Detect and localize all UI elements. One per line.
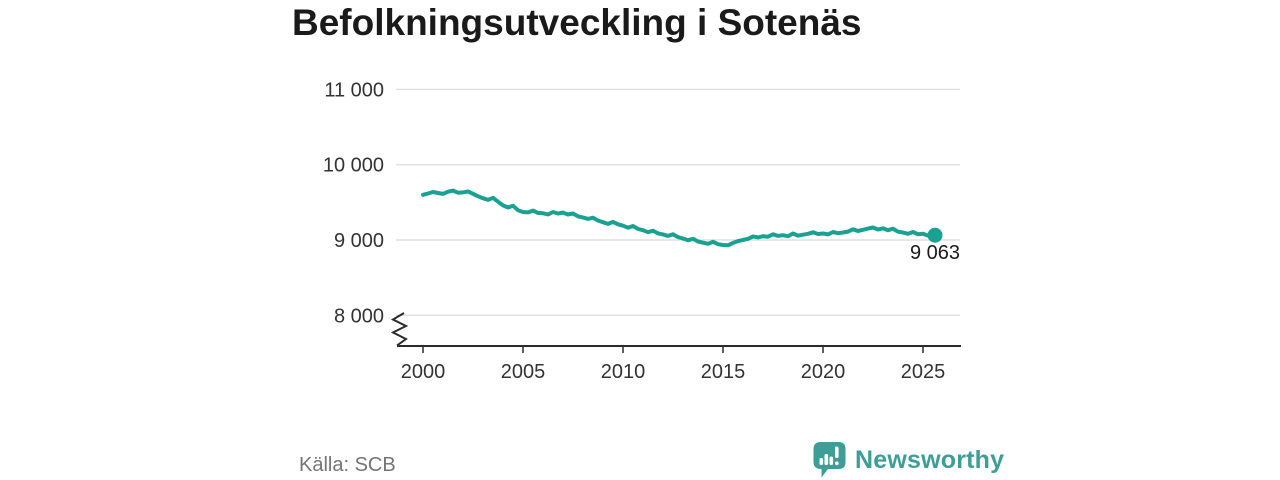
last-value-marker (927, 227, 943, 243)
x-tick-label: 2005 (501, 361, 546, 383)
source-note: Källa: SCB (299, 454, 396, 476)
newsworthy-wordmark: Newsworthy (855, 445, 1005, 474)
x-tick-label: 2020 (801, 361, 846, 383)
bar-chart-speech-bubble-icon (812, 441, 847, 479)
last-value-annotation: 9 063 (909, 242, 961, 264)
y-tick-label: 8 000 (334, 305, 384, 327)
population-series-line (421, 188, 937, 248)
x-tick-label: 2010 (601, 361, 646, 383)
y-tick-label: 9 000 (334, 230, 384, 252)
axis-break-icon (390, 312, 409, 347)
chart-title: Befolkningsutveckling i Sotenäs (292, 2, 862, 43)
y-tick-label: 10 000 (323, 155, 384, 177)
newsworthy-logo[interactable]: Newsworthy (812, 441, 1004, 479)
x-tick-label: 2000 (401, 361, 446, 383)
x-tick-label: 2025 (901, 361, 946, 383)
y-tick-label: 11 000 (324, 79, 384, 101)
x-tick-label: 2015 (701, 361, 746, 383)
